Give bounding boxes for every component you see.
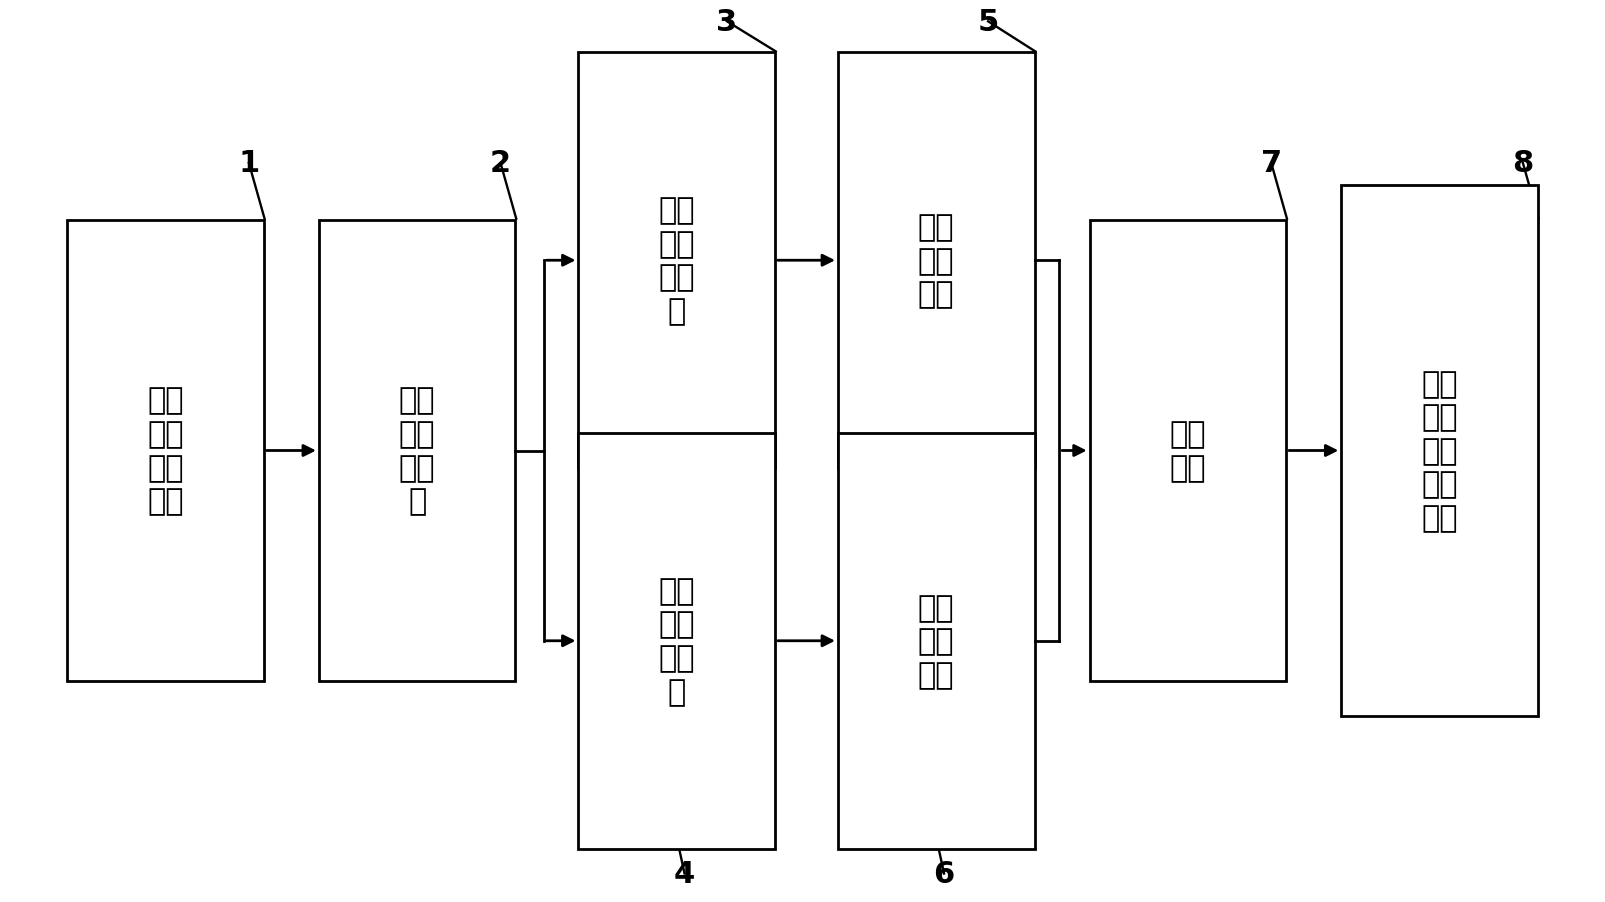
Text: 右侧
样本
点序
列: 右侧 样本 点序 列: [658, 576, 695, 706]
Text: 右侧
模型
参数: 右侧 模型 参数: [918, 593, 955, 689]
Text: 2: 2: [490, 149, 510, 179]
Bar: [578, 433, 775, 849]
Bar: [1342, 186, 1538, 716]
Text: 7: 7: [1260, 149, 1282, 179]
Text: 8: 8: [1512, 149, 1533, 179]
Text: 移动
焦平
面到
交点
位置: 移动 焦平 面到 交点 位置: [1422, 370, 1457, 532]
Text: 3: 3: [716, 8, 738, 37]
Bar: [838, 53, 1035, 469]
Text: 包含
峰值
位置
区域: 包含 峰值 位置 区域: [148, 386, 183, 516]
Text: 左侧
样本
点序
列: 左侧 样本 点序 列: [658, 196, 695, 326]
Text: 4: 4: [674, 859, 695, 888]
Text: 6: 6: [934, 859, 955, 888]
Bar: [67, 221, 263, 681]
Text: 1: 1: [238, 149, 260, 179]
Text: 交点
位置: 交点 位置: [1170, 419, 1205, 483]
Bar: [578, 53, 775, 469]
Bar: [1090, 221, 1286, 681]
Text: 左侧
模型
参数: 左侧 模型 参数: [918, 213, 955, 309]
Bar: [319, 221, 515, 681]
Bar: [838, 433, 1035, 849]
Text: 5: 5: [977, 8, 998, 37]
Text: 左、
右采
样区
域: 左、 右采 样区 域: [400, 386, 435, 516]
